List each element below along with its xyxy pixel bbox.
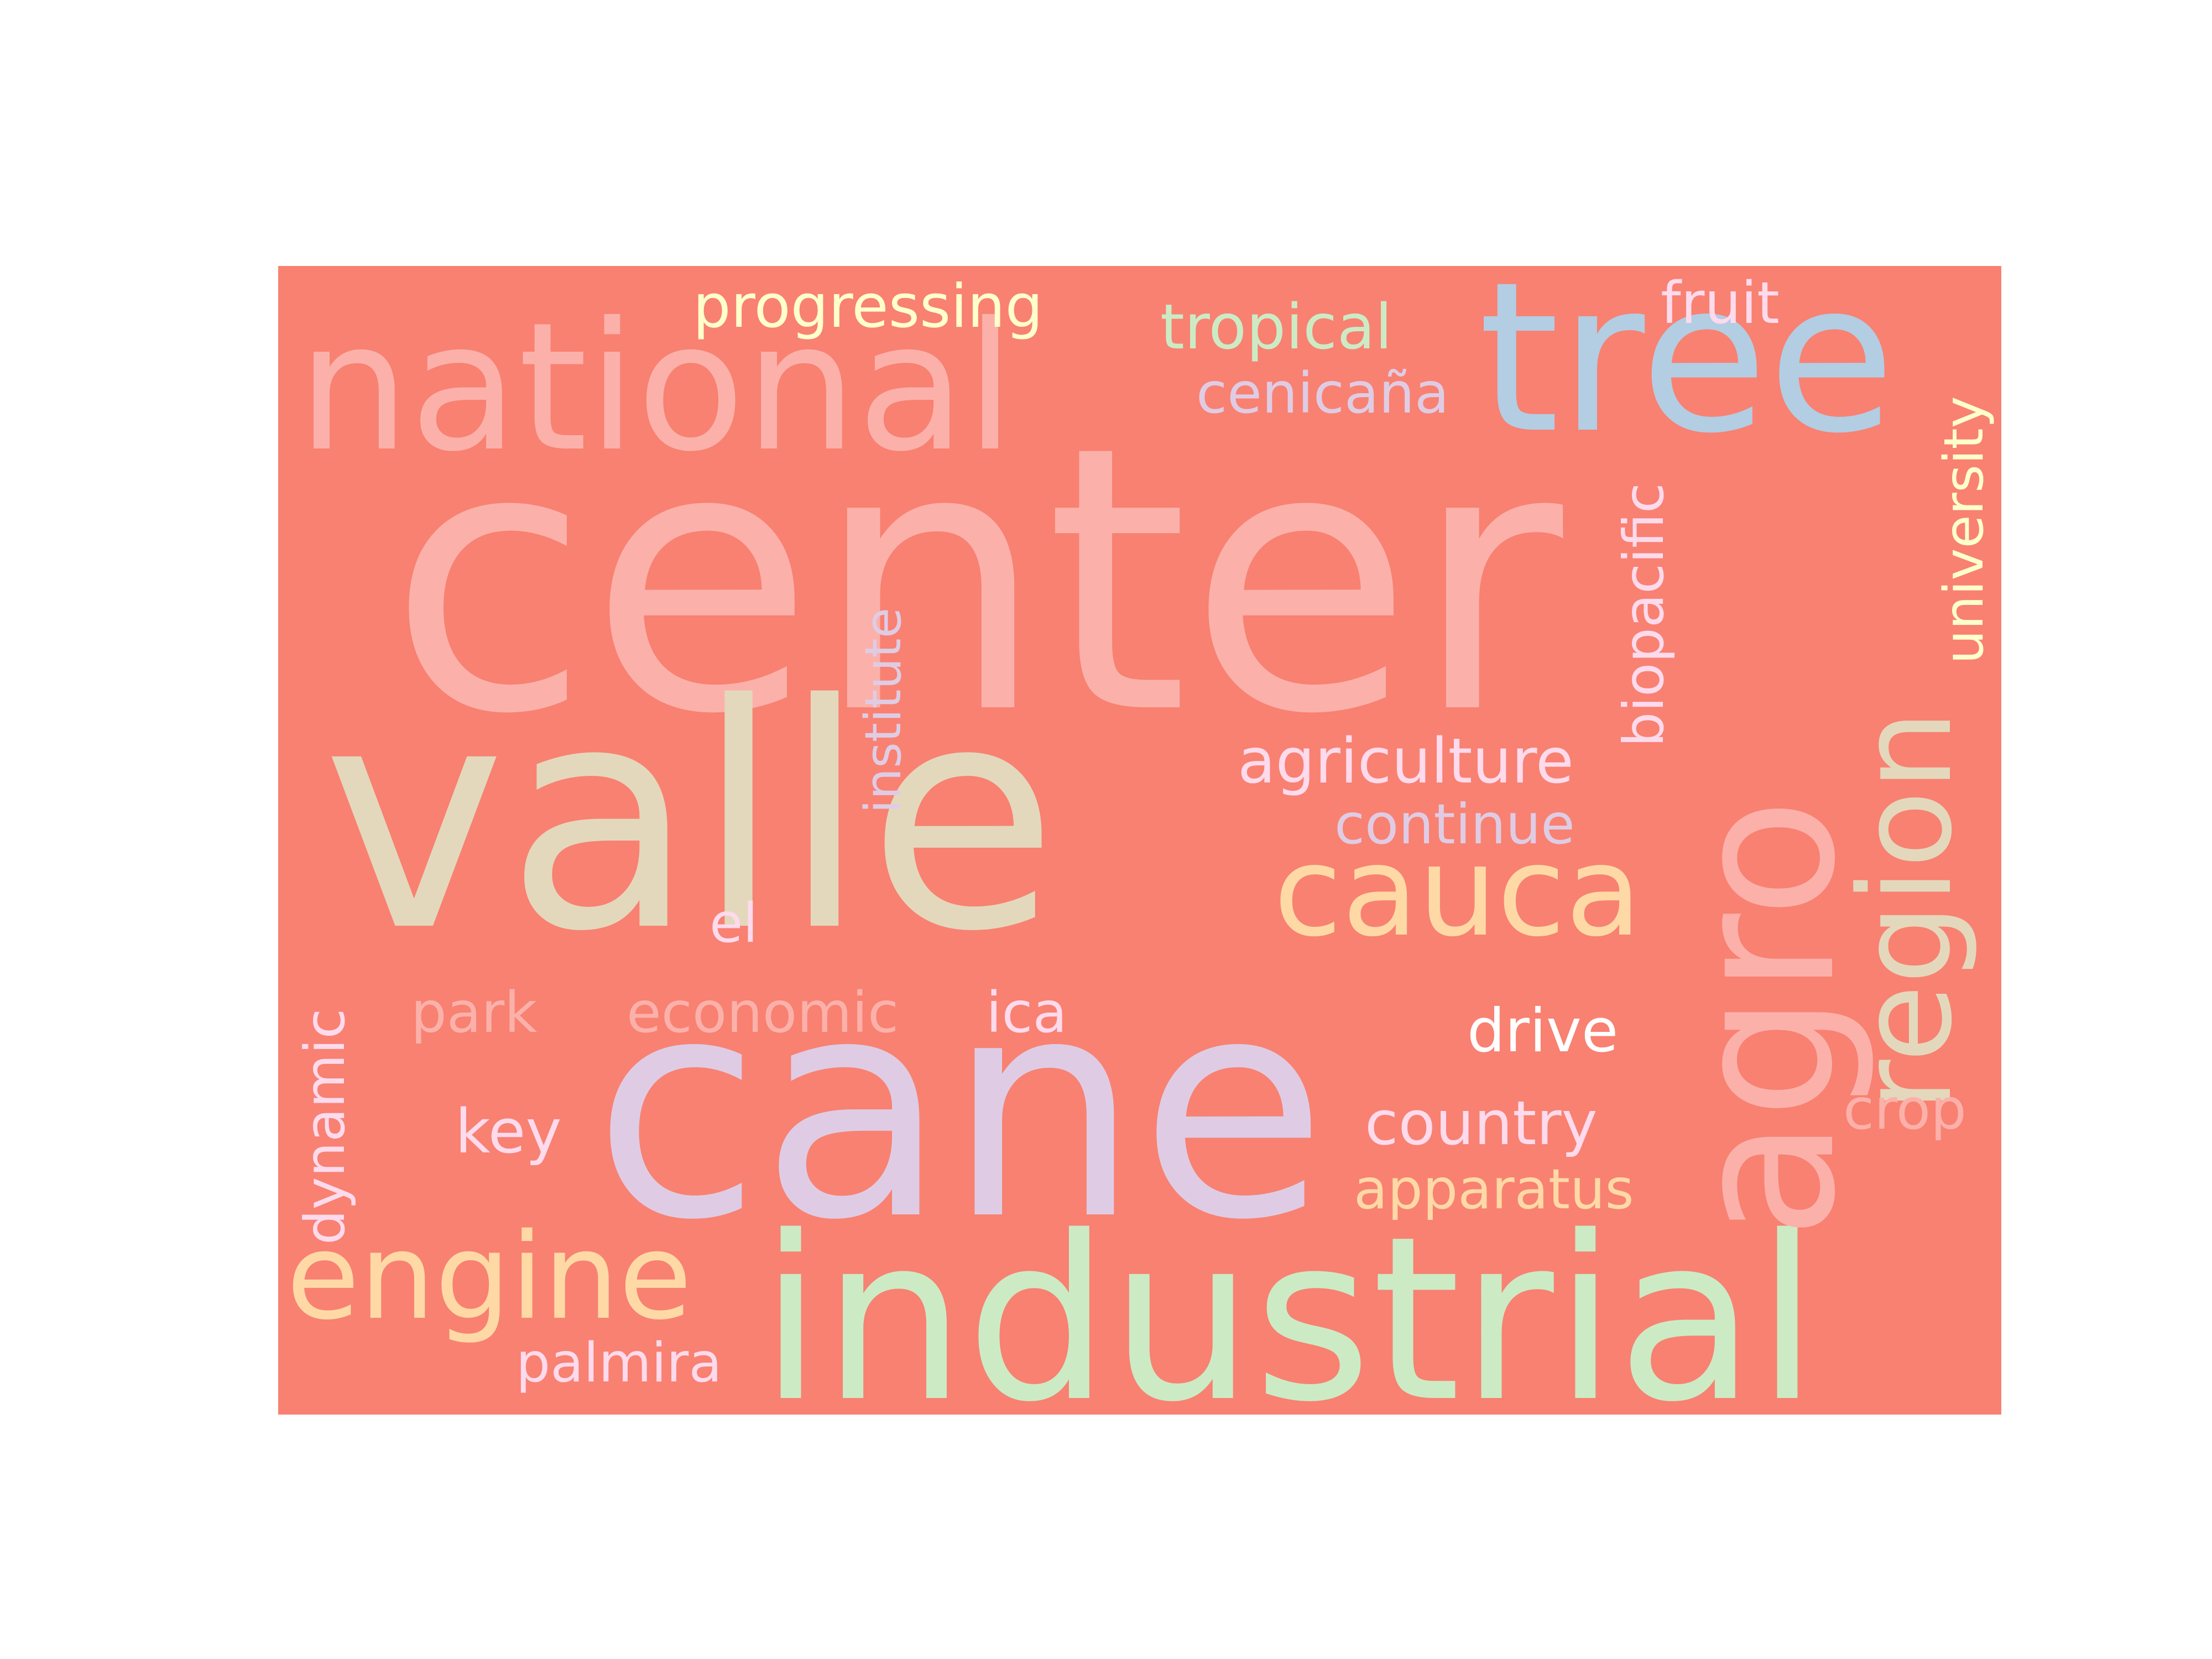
word-cane: cane	[593, 932, 1327, 1286]
word-ica: ica	[986, 980, 1067, 1046]
word-engine: engine	[286, 1207, 692, 1346]
word-agriculture: agriculture	[1238, 726, 1574, 797]
word-country: country	[1365, 1088, 1598, 1159]
word-biopacific: biopacific	[1611, 483, 1676, 747]
word-el: el	[709, 892, 758, 955]
word-center: center	[389, 368, 1563, 794]
word-park: park	[411, 980, 538, 1046]
word-cauca: cauca	[1274, 820, 1642, 964]
word-university: university	[1933, 396, 1996, 664]
word-valle: valle	[322, 639, 1058, 999]
word-region: region	[1833, 709, 1980, 1112]
word-progressing: progressing	[693, 272, 1044, 341]
word-drive: drive	[1467, 997, 1619, 1066]
word-institute: institute	[854, 607, 912, 813]
word-tropical: tropical	[1160, 291, 1392, 363]
word-crop: crop	[1843, 1077, 1966, 1142]
word-national: national	[298, 285, 1015, 491]
word-tree: tree	[1478, 266, 1896, 479]
word-apparatus: apparatus	[1354, 1157, 1634, 1222]
word-palmira: palmira	[516, 1332, 722, 1395]
word-dynamic: dynamic	[293, 1008, 357, 1245]
word-key: key	[455, 1096, 562, 1167]
word-fruit: fruit	[1661, 269, 1780, 337]
word-economic: economic	[627, 980, 899, 1046]
word-cloud: center valle cane industrial national tr…	[278, 266, 2001, 1415]
word-continue: continue	[1334, 792, 1575, 857]
word-industrial: industrial	[759, 1187, 1819, 1415]
word-cenicana: cenicaña	[1196, 361, 1449, 426]
